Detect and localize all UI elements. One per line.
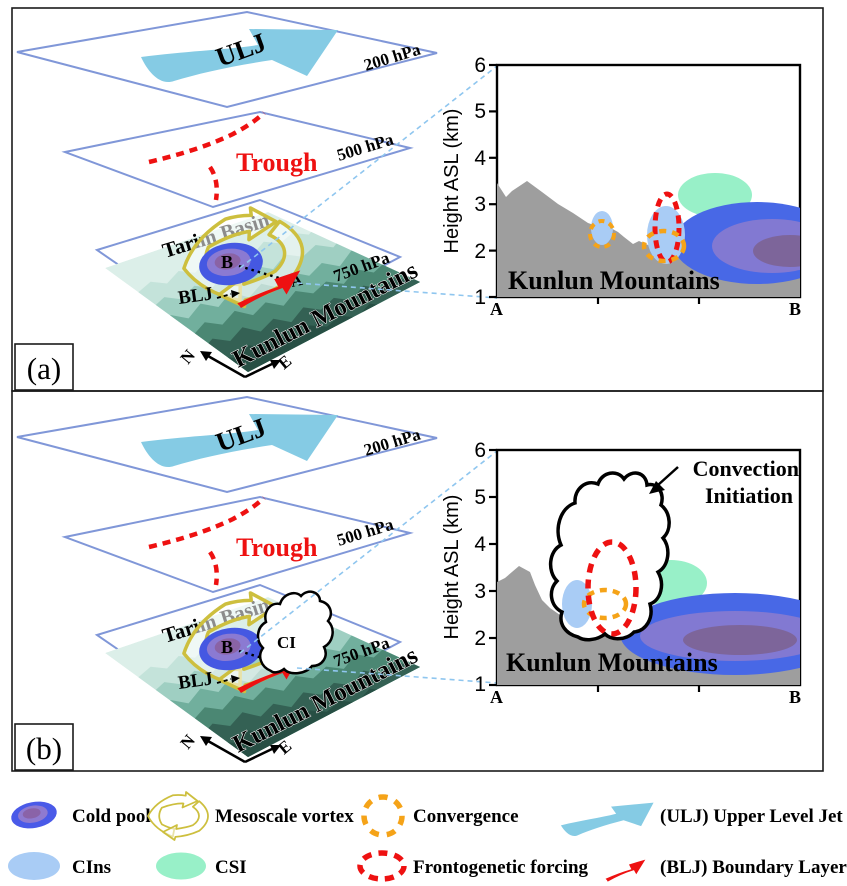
y-tick-marks: [489, 63, 701, 304]
ci-label: CI: [277, 633, 296, 652]
convergence-icon: [361, 794, 405, 838]
legend-mesoscale-vortex-label: Mesoscale vortex: [215, 806, 354, 827]
x-right-label: B: [789, 687, 801, 707]
svg-text:5: 5: [474, 100, 486, 123]
cold-pool-inner: [683, 625, 797, 655]
convection-initiation-label-2: Initiation: [705, 483, 793, 508]
convergence-ring: [581, 587, 629, 621]
svg-text:2: 2: [474, 240, 486, 263]
svg-text:4: 4: [474, 533, 486, 556]
y-axis-title: Height ASL (km): [441, 495, 463, 640]
cins-area-small: [591, 211, 613, 245]
cross-section-b: Kunlun Mountains Convection Initiation 6…: [441, 439, 802, 707]
csi-icon: [156, 852, 206, 880]
ci-cloud-outline: [548, 471, 671, 642]
svg-text:4: 4: [474, 147, 486, 170]
x-left-label: A: [490, 299, 503, 319]
terrain-label: Kunlun Mountains: [506, 648, 718, 677]
svg-text:2: 2: [474, 627, 486, 650]
svg-text:5: 5: [474, 486, 486, 509]
x-right-label: B: [789, 299, 801, 319]
connector-line-bottom: [296, 667, 498, 684]
svg-text:1: 1: [474, 286, 486, 309]
svg-text:1: 1: [474, 673, 486, 696]
annotation-arrowhead-icon: [649, 481, 665, 494]
panel-a-label: (a): [27, 351, 61, 386]
y-axis-title: Height ASL (km): [441, 109, 463, 254]
connector-line-top: [239, 450, 498, 654]
svg-text:6: 6: [474, 54, 486, 77]
panel-b-border: [11, 390, 824, 772]
terrain-label: Kunlun Mountains: [508, 266, 720, 295]
legend-blj-label: (BLJ) Boundary Layer Jet: [660, 857, 847, 878]
convergence-ring-large: [641, 228, 687, 264]
svg-text:3: 3: [474, 580, 486, 603]
legend-cold-pool-label: Cold pool: [72, 806, 151, 827]
legend-ulj-label: (ULJ) Upper Level Jet: [660, 806, 843, 827]
ci-cloud-3d: [256, 590, 334, 675]
panel-b: CI Kunlun Mountains Convection Initiatio…: [11, 390, 824, 847]
cins-icon: [8, 852, 60, 880]
connector-line-bottom: [296, 282, 498, 299]
terrain-profile: [497, 181, 800, 297]
legend: Cold pool Mesoscale vortex Convergence (…: [8, 791, 847, 882]
frontogenetic-forcing-icon: [357, 850, 407, 882]
convergence-ring-small: [588, 219, 616, 249]
y-tick-marks: [489, 448, 701, 692]
legend-csi-label: CSI: [215, 857, 247, 878]
panel-b-label: (b): [26, 731, 62, 766]
y-tick-labels: 6 5 4 3 2 1: [474, 439, 486, 696]
legend-convergence-label: Convergence: [413, 806, 519, 827]
legend-cins-label: CIns: [72, 857, 111, 878]
legend-frontogenetic-label: Frontogenetic forcing: [413, 857, 589, 878]
x-left-label: A: [490, 687, 503, 707]
cold-pool-icon: [11, 801, 57, 829]
convection-initiation-label-1: Convection: [693, 456, 799, 481]
connector-line-top: [239, 65, 498, 269]
svg-text:6: 6: [474, 439, 486, 462]
panel-a: Kunlun Mountains 6 5 4 3 2 1 Height ASL …: [11, 7, 824, 462]
panel-b-label-box: [14, 723, 74, 771]
cins-area: [562, 580, 592, 628]
cross-section-a: Kunlun Mountains 6 5 4 3 2 1 Height ASL …: [441, 54, 802, 319]
frontogenetic-ring: [652, 191, 682, 265]
frontogenetic-ring: [585, 539, 639, 637]
y-tick-labels: 6 5 4 3 2 1: [474, 54, 486, 309]
panel-a-label-box: [14, 343, 74, 391]
svg-text:3: 3: [474, 193, 486, 216]
annotation-arrow-shaft: [657, 466, 679, 486]
cold-pool-inner: [753, 235, 800, 267]
